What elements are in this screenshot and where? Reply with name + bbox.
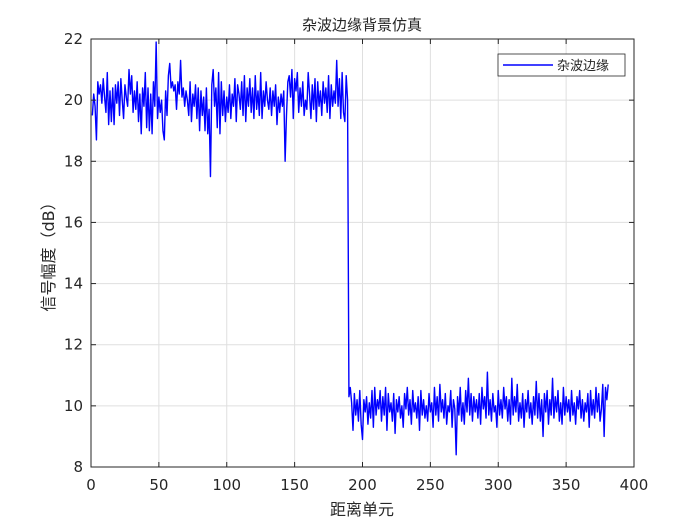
legend: 杂波边缘 (497, 53, 626, 77)
y-tick-label: 8 (73, 458, 83, 476)
y-tick-label: 18 (64, 152, 83, 170)
series-group (91, 41, 609, 456)
tick-marks (90, 38, 635, 468)
y-axis-label: 信号幅度（dB） (39, 194, 58, 311)
y-tick-label: 14 (64, 275, 83, 293)
x-tick-label: 350 (552, 476, 581, 494)
x-tick-label: 0 (86, 476, 96, 494)
y-tick-label: 10 (64, 397, 83, 415)
y-tick-label: 12 (64, 336, 83, 354)
chart-title: 杂波边缘背景仿真 (302, 16, 422, 34)
x-tick-label: 200 (348, 476, 377, 494)
y-tick-labels: 8 10 12 14 16 18 20 22 (64, 30, 83, 476)
x-tick-label: 50 (149, 476, 168, 494)
legend-box (497, 53, 626, 77)
x-tick-label: 100 (212, 476, 241, 494)
x-axis-label: 距离单元 (330, 500, 394, 519)
series-line (91, 41, 609, 456)
y-tick-label: 22 (64, 30, 83, 48)
x-tick-label: 150 (280, 476, 309, 494)
x-tick-labels: 0 50 100 150 200 250 300 350 400 (86, 476, 648, 494)
x-tick-label: 250 (416, 476, 445, 494)
legend-label: 杂波边缘 (557, 59, 609, 74)
y-tick-label: 16 (64, 213, 83, 231)
x-tick-label: 300 (484, 476, 513, 494)
x-tick-label: 400 (620, 476, 649, 494)
y-tick-label: 20 (64, 91, 83, 109)
